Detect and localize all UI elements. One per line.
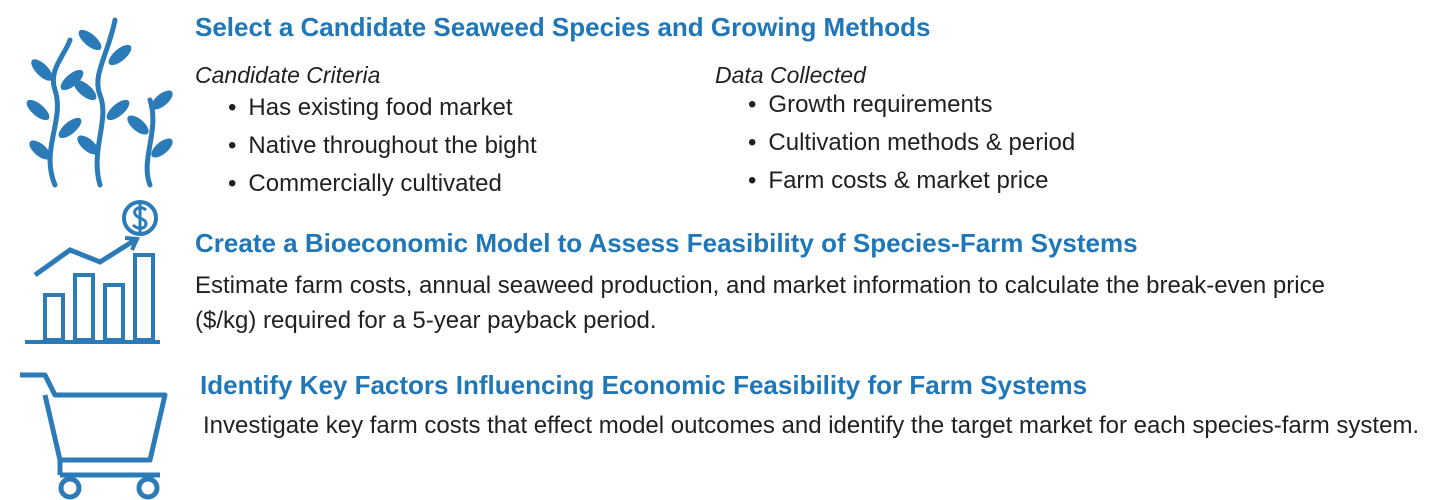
data-heading: Data Collected — [715, 62, 866, 88]
data-item: Growth requirements — [748, 86, 1075, 124]
criteria-item: Native throughout the bight — [228, 127, 536, 165]
cart-icon — [20, 372, 168, 500]
data-list: Growth requirements Cultivation methods … — [748, 86, 1075, 200]
section-body: Estimate farm costs, annual seaweed prod… — [195, 272, 1325, 334]
section-title: Identify Key Factors Influencing Economi… — [200, 370, 1088, 400]
data-item: Cultivation methods & period — [748, 124, 1075, 162]
criteria-item: Has existing food market — [228, 89, 537, 127]
section-title: Select a Candidate Seaweed Species and G… — [195, 12, 931, 42]
seaweed-icon — [26, 17, 173, 188]
criteria-item: Commercially cultivated — [228, 165, 537, 203]
criteria-heading: Candidate Criteria — [195, 62, 381, 88]
data-item: Farm costs & market price — [748, 162, 1075, 200]
icons — [20, 17, 173, 500]
section-title: Create a Bioeconomic Model to Assess Fea… — [195, 228, 1138, 258]
chart-icon — [25, 200, 160, 344]
criteria-list: Has existing food market Native througho… — [228, 89, 537, 203]
section-body: Investigate key farm costs that effect m… — [203, 412, 1420, 439]
